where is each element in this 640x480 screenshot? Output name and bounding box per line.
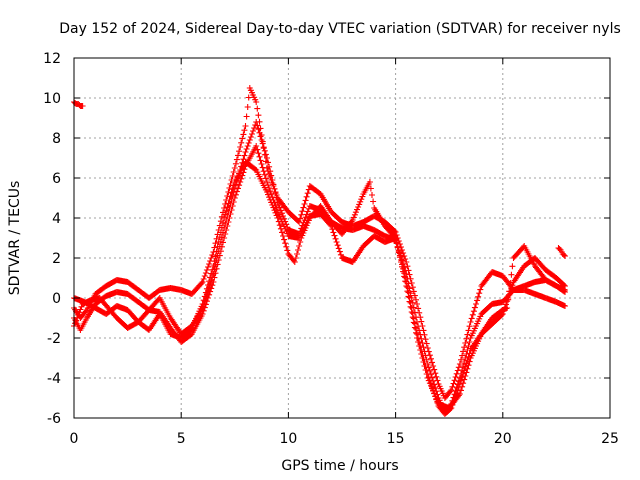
chart-title: Day 152 of 2024, Sidereal Day-to-day VTE… bbox=[59, 21, 621, 37]
data-point bbox=[231, 165, 238, 171]
data-trace bbox=[556, 246, 567, 258]
y-tick-label: 6 bbox=[52, 171, 61, 187]
plot-frame bbox=[73, 57, 611, 419]
x-tick-label: 15 bbox=[387, 431, 405, 447]
y-axis-label: SDTVAR / TECUs bbox=[7, 181, 23, 296]
data-point bbox=[221, 215, 228, 221]
data-point bbox=[456, 361, 463, 367]
y-tick-label: 0 bbox=[52, 291, 61, 307]
y-tick-label: 10 bbox=[43, 91, 61, 107]
grid bbox=[74, 58, 610, 418]
x-tick-label: 5 bbox=[177, 431, 186, 447]
data-point bbox=[253, 119, 260, 125]
y-tick-label: -2 bbox=[47, 331, 61, 347]
data-point bbox=[414, 335, 420, 341]
data-trace bbox=[72, 100, 85, 109]
y-tick-label: 4 bbox=[52, 211, 61, 227]
data-point bbox=[264, 155, 270, 161]
data-point bbox=[403, 283, 410, 289]
y-tick-label: -4 bbox=[47, 371, 61, 387]
y-tick-label: 12 bbox=[43, 51, 61, 67]
y-tick-label: -6 bbox=[47, 411, 61, 427]
data-point bbox=[562, 253, 568, 259]
data-trace bbox=[72, 87, 567, 400]
x-tick-label: 20 bbox=[494, 431, 512, 447]
data-point bbox=[231, 195, 238, 201]
y-tick-labels: -6 -4 -2 0 2 4 6 8 10 12 bbox=[43, 51, 61, 427]
x-tick-label: 25 bbox=[601, 431, 619, 447]
data-point bbox=[414, 301, 420, 307]
data-point bbox=[242, 123, 249, 129]
data-point bbox=[467, 319, 474, 325]
data-point bbox=[274, 199, 281, 205]
data-trace bbox=[72, 145, 567, 416]
data-point bbox=[403, 259, 410, 265]
data-trace bbox=[72, 122, 567, 414]
data-point bbox=[210, 279, 217, 285]
data-point bbox=[210, 263, 217, 269]
data-point bbox=[221, 235, 228, 241]
x-axis-label: GPS time / hours bbox=[281, 458, 398, 474]
data-trace bbox=[72, 159, 567, 411]
y-tick-label: 2 bbox=[52, 251, 61, 267]
data-point bbox=[264, 179, 270, 185]
x-tick-label: 0 bbox=[70, 431, 79, 447]
x-tick-labels: 0 5 10 15 20 25 bbox=[70, 431, 619, 447]
data-point bbox=[424, 375, 431, 381]
data-points bbox=[71, 85, 568, 417]
y-tick-label: 8 bbox=[52, 131, 61, 147]
data-point bbox=[274, 215, 281, 221]
axis-ticks bbox=[73, 57, 611, 419]
x-tick-label: 10 bbox=[279, 431, 297, 447]
data-point bbox=[242, 149, 249, 155]
data-point bbox=[424, 345, 431, 351]
